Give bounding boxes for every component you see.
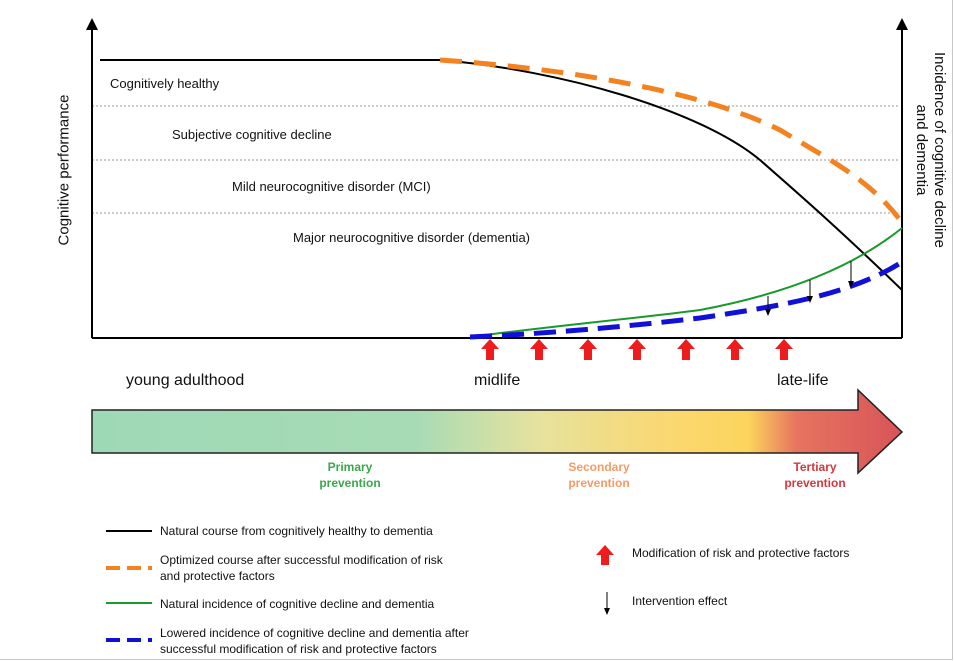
red-up-arrow xyxy=(775,339,793,360)
y-axis-right-label: Incidence of cognitive decline and demen… xyxy=(912,52,948,248)
tertiary-prevention-label: Tertiary prevention xyxy=(784,460,846,490)
red-up-arrow xyxy=(726,339,744,360)
stage-mild-neurocognitive-disorder: Mild neurocognitive disorder (MCI) xyxy=(232,179,431,194)
optimized-course-line xyxy=(439,57,902,222)
y-axis-left-label: Cognitive performance xyxy=(55,94,73,246)
intervention-arrow xyxy=(765,296,771,316)
natural-incidence-line xyxy=(469,227,903,338)
stage-major-neurocognitive-disorder: Major neurocognitive disorder (dementia) xyxy=(293,230,531,245)
y-axis-right-label-line1: Incidence of cognitive decline xyxy=(931,52,948,248)
legend-intervention-arrow xyxy=(604,592,610,615)
legend-symbols xyxy=(106,530,614,642)
intervention-arrow xyxy=(807,280,813,303)
intervention-effect-arrows xyxy=(765,261,854,316)
red-up-arrow xyxy=(481,339,499,360)
y-axis-right-arrowhead xyxy=(896,18,908,30)
timeline-late-life: late-life xyxy=(777,372,829,389)
timeline-young-adulthood: young adulthood xyxy=(126,372,245,389)
lowered-incidence-line xyxy=(469,259,904,340)
red-up-arrow xyxy=(628,339,646,360)
red-up-arrow xyxy=(579,339,597,360)
stage-dividers xyxy=(92,105,900,214)
legend-optimized-course-text: Optimized course after successful modifi… xyxy=(160,553,443,583)
legend-natural-incidence-text: Natural incidence of cognitive decline a… xyxy=(160,597,435,611)
legend-natural-course-text: Natural course from cognitively healthy … xyxy=(160,524,433,538)
prevention-gradient-arrow xyxy=(91,388,904,475)
intervention-arrow xyxy=(848,261,854,288)
secondary-prevention-label: Secondary prevention xyxy=(568,460,630,490)
legend-lowered-incidence-text: Lowered incidence of cognitive decline a… xyxy=(160,626,469,656)
red-up-arrow xyxy=(530,339,548,360)
risk-modification-arrows xyxy=(481,339,793,360)
red-up-arrow xyxy=(677,339,695,360)
legend-intervention-text: Intervention effect xyxy=(632,594,728,608)
y-axis-left-arrowhead xyxy=(86,18,98,30)
primary-prevention-label: Primary prevention xyxy=(319,460,381,490)
y-axis-right-label-line2: and dementia xyxy=(913,104,930,196)
natural-course-line xyxy=(100,59,903,291)
axes xyxy=(86,18,908,339)
timeline-midlife: midlife xyxy=(474,372,521,389)
legend-modification-red-arrow xyxy=(596,545,614,565)
legend-modification-text: Modification of risk and protective fact… xyxy=(632,546,850,560)
stage-cognitively-healthy: Cognitively healthy xyxy=(110,76,220,91)
stage-subjective-cognitive-decline: Subjective cognitive decline xyxy=(172,127,332,142)
